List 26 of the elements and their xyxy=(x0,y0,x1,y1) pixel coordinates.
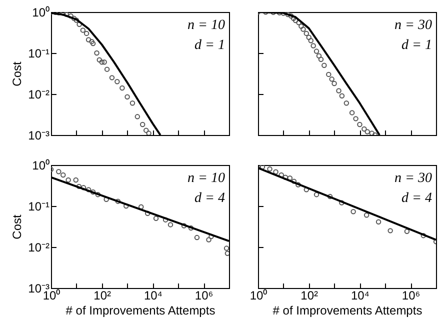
y-axis-title: Cost xyxy=(10,61,24,86)
annotation: d = 4 xyxy=(194,191,225,206)
annotation: n = 30 xyxy=(394,18,432,33)
x-tick-label: 10² xyxy=(94,288,112,302)
y-tick-label: 10⁻¹ xyxy=(28,200,50,214)
annotation: d = 1 xyxy=(194,38,225,53)
x-tick-label: 10⁶ xyxy=(402,288,420,302)
x-tick-label: 10⁶ xyxy=(194,288,214,302)
x-axis-title: # of Improvements Attempts xyxy=(272,304,422,318)
annotation: d = 4 xyxy=(402,191,432,206)
x-tick-label: 10⁴ xyxy=(350,288,370,302)
annotation: n = 10 xyxy=(188,18,225,33)
y-tick-label: 10⁰ xyxy=(32,6,50,20)
x-axis-title: # of Improvements Attempts xyxy=(66,304,216,318)
y-tick-label: 10⁻² xyxy=(28,240,50,254)
x-tick-label: 10⁰ xyxy=(250,288,268,302)
x-tick-label: 10⁴ xyxy=(144,288,162,302)
y-tick-label: 10⁻¹ xyxy=(28,46,50,60)
y-tick-label: 10⁰ xyxy=(32,158,50,172)
y-tick-label: 10⁻³ xyxy=(28,128,50,142)
x-tick-label: 10² xyxy=(300,288,318,302)
y-tick-label: 10⁻² xyxy=(28,88,50,102)
annotation: n = 30 xyxy=(394,171,432,186)
y-axis-title: Cost xyxy=(10,214,24,240)
annotation: n = 10 xyxy=(188,171,225,186)
annotation: d = 1 xyxy=(402,38,432,53)
